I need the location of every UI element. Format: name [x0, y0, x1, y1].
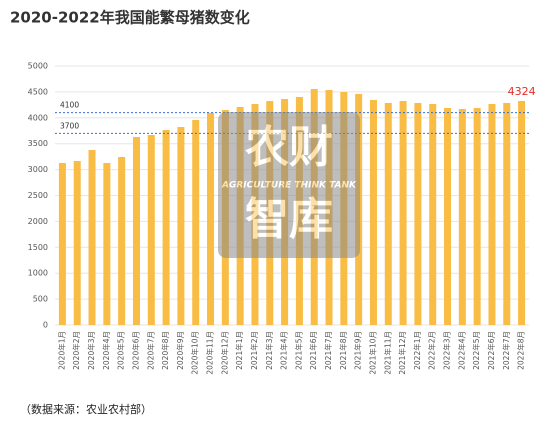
y-tick-label: 3000 — [28, 165, 48, 174]
x-tick-label: 2022年8月 — [516, 331, 526, 370]
reference-label: 3700 — [60, 121, 79, 130]
bar — [444, 108, 452, 326]
y-tick-label: 2000 — [28, 217, 48, 226]
bar — [103, 163, 111, 325]
x-tick-label: 2021年11月 — [382, 331, 392, 375]
x-tick-label: 2021年8月 — [338, 331, 348, 370]
x-tick-label: 2021年3月 — [264, 331, 274, 370]
x-tick-label: 2022年7月 — [501, 331, 511, 370]
x-tick-label: 2021年6月 — [308, 331, 318, 370]
x-tick-label: 2020年7月 — [145, 331, 155, 370]
x-tick-label: 2021年9月 — [353, 331, 363, 370]
bar — [384, 102, 392, 325]
bar — [473, 108, 481, 326]
watermark-top: 农财 — [245, 122, 333, 173]
bar — [503, 102, 511, 325]
bar — [414, 102, 422, 325]
x-tick-label: 2021年12月 — [397, 331, 407, 375]
x-tick-label: 2022年6月 — [486, 331, 496, 370]
x-tick-label: 2020年9月 — [175, 331, 185, 370]
y-tick-label: 3500 — [28, 139, 48, 148]
x-tick-label: 2022年1月 — [412, 331, 422, 370]
watermark: 农财 AGRICULTURE THINK TANK 智库 — [218, 112, 360, 258]
x-tick-label: 2021年7月 — [323, 331, 333, 370]
x-tick-label: 2021年2月 — [249, 331, 259, 370]
bar — [132, 137, 140, 325]
bar — [177, 127, 185, 325]
x-tick-label: 2020年11月 — [205, 331, 215, 375]
y-tick-label: 1000 — [28, 269, 48, 278]
y-tick-label: 4500 — [28, 87, 48, 96]
x-tick-label: 2021年4月 — [279, 331, 289, 370]
bar — [118, 157, 126, 325]
reference-label: 4100 — [60, 101, 79, 110]
x-tick-label: 2020年4月 — [101, 331, 111, 370]
chart-title: 2020-2022年我国能繁母猪数变化 — [10, 9, 250, 27]
bar — [429, 104, 437, 325]
x-tick-label: 2022年3月 — [442, 331, 452, 370]
watermark-bottom: 智库 — [245, 194, 333, 245]
x-tick-label: 2021年10月 — [367, 331, 377, 375]
y-tick-label: 5000 — [28, 62, 48, 71]
x-tick-label: 2020年12月 — [219, 331, 229, 375]
y-tick-label: 500 — [33, 295, 48, 304]
x-tick-label: 2020年6月 — [130, 331, 140, 370]
y-tick-label: 2500 — [28, 191, 48, 200]
x-tick-label: 2021年5月 — [293, 331, 303, 370]
x-tick-label: 2022年5月 — [471, 331, 481, 370]
x-tick-label: 2022年2月 — [427, 331, 437, 370]
y-tick-label: 1500 — [28, 243, 48, 252]
bar — [458, 108, 466, 325]
bar — [88, 150, 96, 325]
bar — [207, 112, 215, 325]
x-tick-label: 2021年1月 — [234, 331, 244, 370]
bar — [369, 99, 377, 325]
x-tick-label: 2020年3月 — [86, 331, 96, 370]
x-tick-label: 2020年2月 — [71, 331, 81, 370]
y-tick-label: 0 — [43, 321, 48, 330]
bar — [58, 163, 66, 325]
x-tick-label: 2020年8月 — [160, 331, 170, 370]
bar — [399, 101, 407, 325]
watermark-middle: AGRICULTURE THINK TANK — [221, 181, 357, 191]
x-tick-label: 2020年5月 — [116, 331, 126, 370]
bar — [73, 161, 81, 325]
x-tick-label: 2022年4月 — [456, 331, 466, 370]
x-tick-label: 2020年10月 — [190, 331, 200, 375]
value-label: 4324 — [508, 85, 536, 98]
bar — [488, 104, 496, 325]
bar — [147, 134, 155, 325]
source-note: （数据来源：农业农村部） — [20, 402, 152, 416]
bar — [162, 130, 170, 325]
bar — [192, 119, 200, 325]
x-tick-label: 2020年1月 — [56, 331, 66, 370]
y-tick-label: 4000 — [28, 113, 48, 122]
bar — [518, 101, 526, 325]
watermark-box — [218, 112, 360, 258]
